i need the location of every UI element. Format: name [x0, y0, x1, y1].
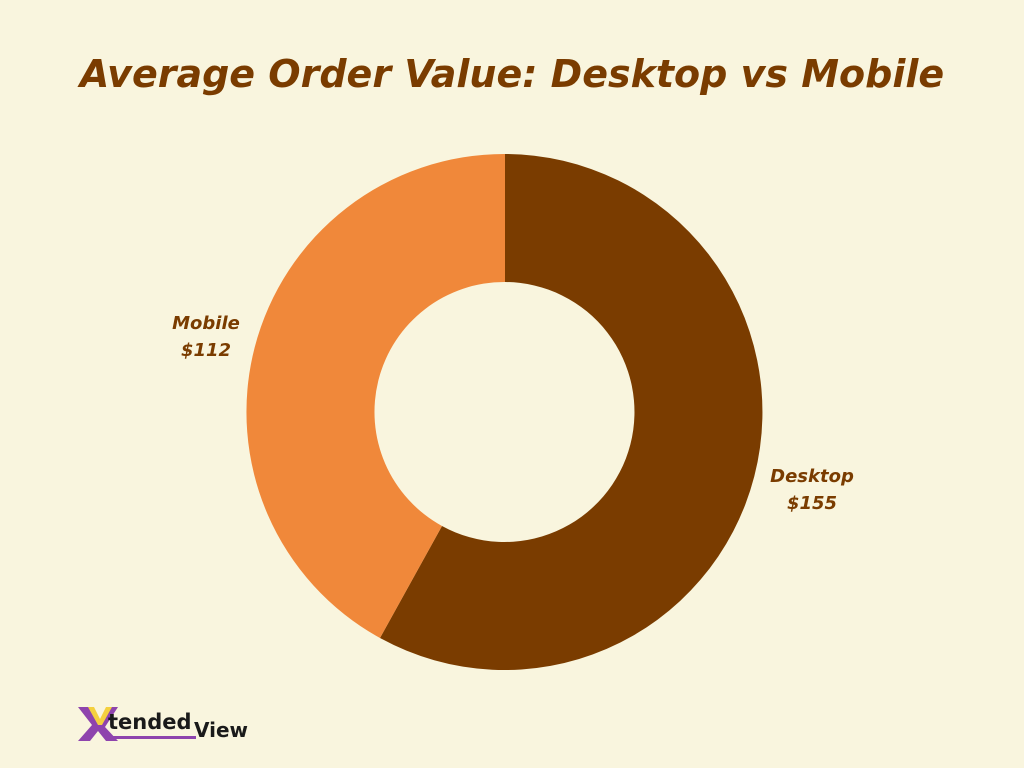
- label-desktop-value: $155: [786, 493, 838, 514]
- slice-mobile: [246, 153, 505, 639]
- label-mobile-name: Mobile: [172, 313, 240, 334]
- logo-text-tended: tended: [108, 710, 192, 734]
- logo-x-icon: [78, 707, 118, 741]
- label-mobile-value: $112: [180, 340, 232, 361]
- logo-text-view: View: [194, 718, 249, 742]
- label-desktop: Desktop $155: [752, 463, 872, 517]
- label-desktop-name: Desktop: [770, 466, 854, 487]
- label-mobile: Mobile $112: [150, 310, 262, 364]
- slice-desktop: [380, 154, 763, 670]
- logo-underline: [106, 736, 196, 739]
- chart-title: Average Order Value: Desktop vs Mobile: [79, 52, 945, 96]
